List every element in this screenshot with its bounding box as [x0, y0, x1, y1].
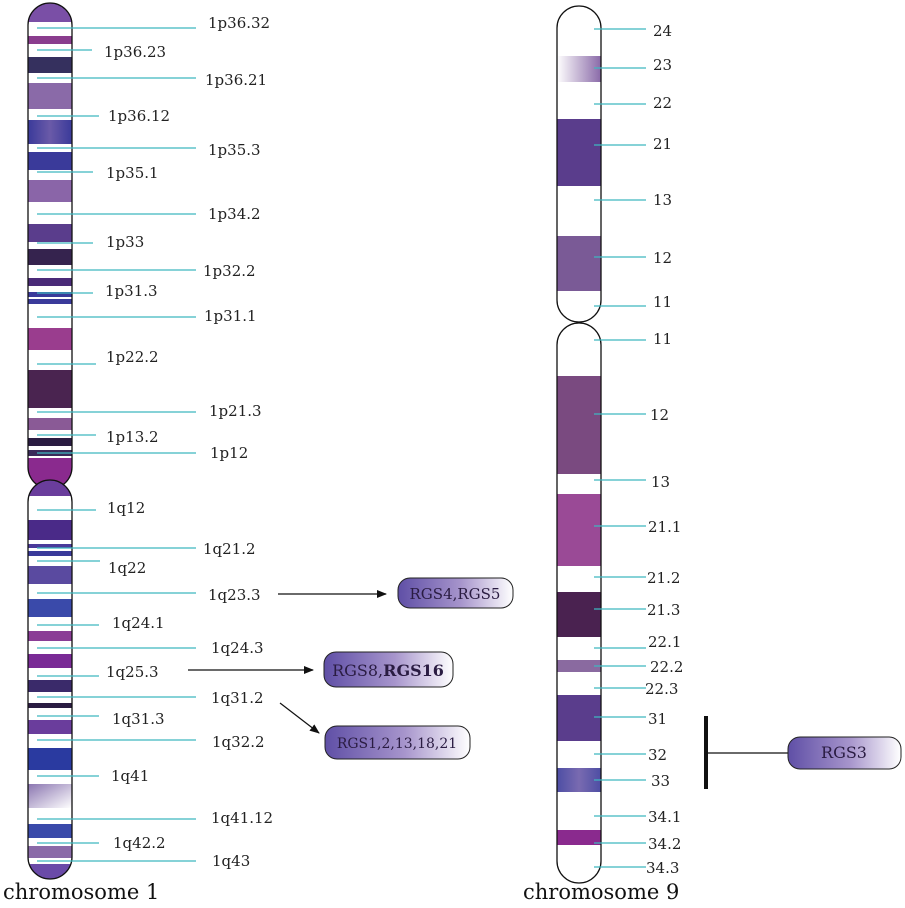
- gene-box-rgs4-rgs5: RGS4,RGS5: [397, 577, 514, 609]
- chr1-band-label: 1q31.3: [112, 710, 165, 728]
- chromosome-1-p-arm: [28, 3, 72, 489]
- chr1-band-label: 1q24.1: [112, 614, 165, 632]
- chromosome-1-band-leaders: [37, 27, 196, 862]
- chromosome-9-band-leaders: [594, 28, 646, 868]
- chr9-band-label: 22.2: [650, 658, 683, 676]
- chr9-band-label: 12: [653, 249, 672, 267]
- chr1-band-label: 1p35.1: [106, 164, 159, 182]
- chr1-band-label: 1q43: [212, 852, 250, 870]
- chr1-band-label: 1p36.23: [104, 43, 166, 61]
- chr9-band-label: 21.2: [647, 569, 680, 587]
- chromosome-1-band-labels: 1p36.32 1p36.23 1p36.21 1p36.12 1p35.3 1p35.1…: [104, 14, 273, 870]
- chr1-band-label: 1q42.2: [113, 834, 166, 852]
- chr9-band-label: 22: [653, 94, 672, 112]
- chr9-band-label: 22.3: [645, 680, 678, 698]
- chr1-band-label: 1q41: [111, 767, 149, 785]
- gene-box-rgs1-2-13-18-21: RGS1,2,13,18,21: [324, 725, 471, 760]
- chr1-band-label: 1q32.2: [212, 733, 265, 751]
- chr1-band-label: 1p13.2: [106, 428, 159, 446]
- chr1-band-label: 1p36.12: [108, 107, 170, 125]
- chr1-band-label: 1p22.2: [106, 348, 159, 366]
- gene-label-rgs8-rgs16: RGS8,RGS16: [332, 661, 444, 680]
- chr9-band-label: 31: [648, 710, 667, 728]
- chr1-band-label: 1p33: [106, 233, 144, 251]
- chromosome-9-caption: chromosome 9: [523, 880, 679, 904]
- chr1-band-label: 1p32.2: [203, 262, 256, 280]
- chr1-band-label: 1q31.2: [211, 689, 264, 707]
- gene-label-rgs16: RGS16: [383, 661, 444, 680]
- chr1-band-label: 1q25.3: [106, 663, 159, 681]
- chromosome-9-p-arm: [557, 6, 601, 322]
- chr9-band-label: 21.3: [647, 601, 680, 619]
- chr9-band-label: 21: [653, 135, 672, 153]
- gene-label-rgs8: RGS8,: [332, 661, 383, 680]
- chromosome-1: 1p36.32 1p36.23 1p36.21 1p36.12 1p35.3 1p35.1…: [3, 2, 273, 904]
- chr9-band-label: 11: [653, 330, 672, 348]
- chr9-band-label: 34.2: [648, 835, 681, 853]
- gene-label-rgs4-rgs5: RGS4,RGS5: [410, 585, 501, 603]
- chr9-band-label: 23: [653, 56, 672, 74]
- chr1-band-label: 1p35.3: [208, 141, 261, 159]
- gene-label-rgs1-2-13-18-21: RGS1,2,13,18,21: [337, 736, 457, 752]
- chromosome-1-q-arm: [28, 480, 72, 879]
- chr9-band-label: 21.1: [648, 518, 681, 536]
- chr9-band-label: 24: [653, 22, 672, 40]
- chr9-band-label: 22.1: [648, 633, 681, 651]
- chr1-band-label: 1p31.3: [105, 282, 158, 300]
- chromosome-1-caption: chromosome 1: [3, 880, 159, 904]
- chr1-band-label: 1q21.2: [203, 540, 256, 558]
- gene-label-rgs3: RGS3: [821, 743, 867, 762]
- chr9-band-label: 13: [653, 191, 672, 209]
- gene-box-rgs8-rgs16: RGS8,RGS16: [323, 651, 454, 688]
- chr9-band-label: 13: [651, 473, 670, 491]
- chr1-band-label: 1q24.3: [211, 639, 264, 657]
- chromosome-9-band-labels: 24 23 22 21 13 12 11 11 12 13 21.1 21.2 21.3 22.1 22.2…: [645, 22, 683, 877]
- chromosome-9-q-arm: [557, 323, 601, 883]
- gene-box-rgs3: RGS3: [787, 736, 902, 770]
- chr1-band-label: 1q23.3: [208, 586, 261, 604]
- chr1-band-label: 1q22: [108, 559, 146, 577]
- chr9-band-label: 33: [651, 772, 670, 790]
- chr1-band-label: 1p36.32: [208, 14, 270, 32]
- chr9-band-label: 12: [650, 406, 669, 424]
- chr1-band-label: 1p21.3: [209, 402, 262, 420]
- chr1-band-label: 1p36.21: [205, 71, 267, 89]
- chr9-band-label: 32: [648, 746, 667, 764]
- arrow-1q31-2: [279, 702, 320, 734]
- chr9-band-label: 34.1: [648, 808, 681, 826]
- chr1-band-label: 1q41.12: [211, 809, 273, 827]
- chromosome-1-gene-annotations: RGS4,RGS5 RGS8,RGS16 RGS1,2,13,18,21: [188, 577, 514, 760]
- chr1-band-label: 1p34.2: [208, 205, 261, 223]
- chr1-band-label: 1p31.1: [204, 307, 257, 325]
- chr9-band-label: 11: [653, 293, 672, 311]
- chr1-band-label: 1q12: [107, 499, 145, 517]
- chromosome-9-gene-annotations: RGS3: [704, 716, 902, 789]
- chr9-band-label: 34.3: [646, 859, 679, 877]
- chromosome-9: 24 23 22 21 13 12 11 11 12 13 21.1 21.2 21.3 22.1 22.2…: [523, 5, 683, 904]
- chr1-band-label: 1p12: [210, 444, 248, 462]
